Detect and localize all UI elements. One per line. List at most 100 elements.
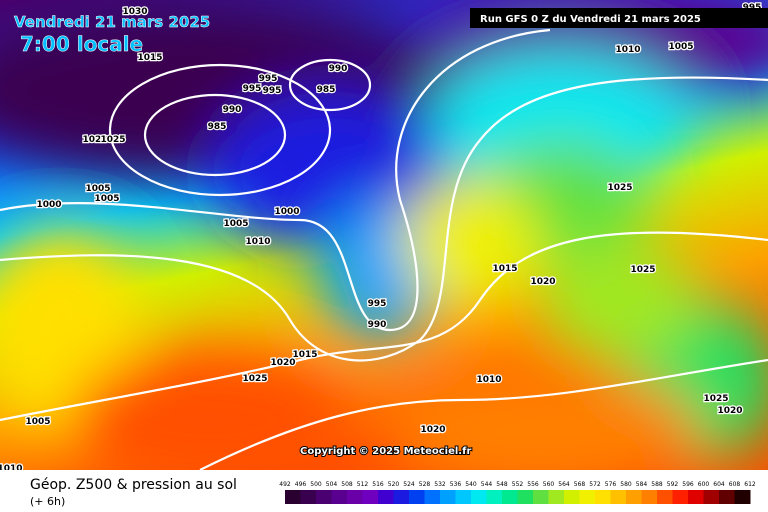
colorbar-swatch	[688, 490, 704, 504]
isobar-label: 1010	[0, 464, 23, 474]
colorbar-swatch	[502, 490, 518, 504]
isobar-label: 1020	[82, 135, 107, 145]
isobar-label: 985	[208, 122, 227, 132]
colorbar-tick-label: 540	[465, 481, 477, 488]
colorbar-swatch	[517, 490, 534, 504]
colorbar-swatch	[533, 490, 549, 504]
run-info: Run GFS 0 Z du Vendredi 21 mars 2025	[480, 14, 701, 25]
isobar-label: 995	[368, 299, 387, 309]
colorbar-tick-label: 512	[357, 481, 369, 488]
colorbar-swatch	[486, 490, 503, 504]
isobar-label: 1005	[85, 184, 110, 194]
colorbar-swatch	[641, 490, 658, 504]
isobar-label: 990	[368, 320, 387, 330]
colorbar-tick-label: 492	[279, 481, 291, 488]
isobar-label: 1005	[25, 417, 50, 427]
colorbar-tick-label: 544	[481, 481, 493, 488]
isobar-label: 1005	[668, 42, 693, 52]
colorbar-tick-label: 608	[729, 481, 741, 488]
colorbar-swatch	[471, 490, 487, 504]
isobar-label: 990	[223, 105, 242, 115]
isobar-label: 1025	[703, 394, 728, 404]
colorbar-swatch	[734, 490, 751, 504]
colorbar-tick-label: 508	[341, 481, 353, 488]
colorbar-tick-label: 536	[450, 481, 462, 488]
isobar-label: 995	[243, 84, 262, 94]
isobar-label: 1020	[420, 425, 445, 435]
isobar-label: 1015	[137, 53, 162, 63]
colorbar-swatch	[579, 490, 596, 504]
isobar-label: 990	[329, 64, 348, 74]
colorbar-swatch	[703, 490, 720, 504]
isobar-label: 1015	[492, 264, 517, 274]
colorbar-tick-label: 592	[667, 481, 679, 488]
isobar-label: 1000	[274, 207, 299, 217]
isobar-label: 1010	[245, 237, 270, 247]
isobar-label: 1010	[476, 375, 501, 385]
legend-lead: (+ 6h)	[30, 495, 65, 508]
colorbar-tick-label: 580	[620, 481, 632, 488]
isobar-label: 1005	[94, 194, 119, 204]
colorbar-swatch	[657, 490, 673, 504]
colorbar-tick-label: 532	[434, 481, 446, 488]
colorbar: 492 496 500 504 508 512 516 520 524 528 532 536 540 5…	[279, 481, 756, 504]
colorbar-tick-label: 548	[496, 481, 508, 488]
colorbar-tick-label: 556	[527, 481, 539, 488]
isobar-label: 1020	[530, 277, 555, 287]
colorbar-swatch	[285, 490, 301, 504]
colorbar-swatch	[362, 490, 379, 504]
colorbar-tick-label: 568	[574, 481, 586, 488]
colorbar-tick-label: 588	[651, 481, 663, 488]
isobar-label: 1015	[292, 350, 317, 360]
colorbar-tick-label: 576	[605, 481, 617, 488]
colorbar-swatch	[548, 490, 565, 504]
colorbar-swatch	[424, 490, 441, 504]
colorbar-tick-label: 572	[589, 481, 601, 488]
colorbar-swatch	[672, 490, 689, 504]
isobar-label: 1000	[36, 200, 61, 210]
colorbar-swatch	[595, 490, 611, 504]
colorbar-swatch	[316, 490, 332, 504]
colorbar-swatch	[440, 490, 456, 504]
colorbar-tick-label: 596	[682, 481, 694, 488]
colorbar-tick-label: 516	[372, 481, 384, 488]
colorbar-swatch	[610, 490, 627, 504]
isobar-label: 1025	[607, 183, 632, 193]
colorbar-tick-label: 564	[558, 481, 570, 488]
colorbar-swatch	[331, 490, 348, 504]
colorbar-tick-label: 552	[512, 481, 524, 488]
colorbar-tick-label: 500	[310, 481, 322, 488]
colorbar-tick-label: 584	[636, 481, 648, 488]
colorbar-tick-label: 520	[388, 481, 400, 488]
colorbar-tick-label: 560	[543, 481, 555, 488]
colorbar-swatch	[409, 490, 425, 504]
copyright: Copyright © 2025 Meteociel.fr	[300, 446, 471, 457]
colorbar-tick-label: 600	[698, 481, 710, 488]
isobar-label: 1020	[717, 406, 742, 416]
colorbar-tick-label: 528	[419, 481, 431, 488]
isobar-label: 1025	[242, 374, 267, 384]
isobars	[0, 28, 768, 470]
colorbar-swatch	[300, 490, 317, 504]
isobar-label: 1005	[223, 219, 248, 229]
colorbar-swatch	[455, 490, 472, 504]
colorbar-swatch	[564, 490, 580, 504]
colorbar-tick-label: 496	[295, 481, 307, 488]
colorbar-swatch	[393, 490, 410, 504]
isobar-label: 1010	[615, 45, 640, 55]
time-label: 7:00 locale	[20, 32, 143, 56]
isobar-label: 1025	[630, 265, 655, 275]
isobar-label: 995	[263, 86, 282, 96]
isobar-label: 985	[317, 85, 336, 95]
isobar-label: 995	[259, 74, 278, 84]
date-label: Vendredi 21 mars 2025	[14, 13, 210, 31]
colorbar-swatch	[626, 490, 642, 504]
colorbar-swatch	[719, 490, 735, 504]
colorbar-tick-label: 612	[744, 481, 756, 488]
isobar-label: 1020	[270, 358, 295, 368]
colorbar-swatch	[347, 490, 363, 504]
isobar-label: 1025	[100, 135, 125, 145]
